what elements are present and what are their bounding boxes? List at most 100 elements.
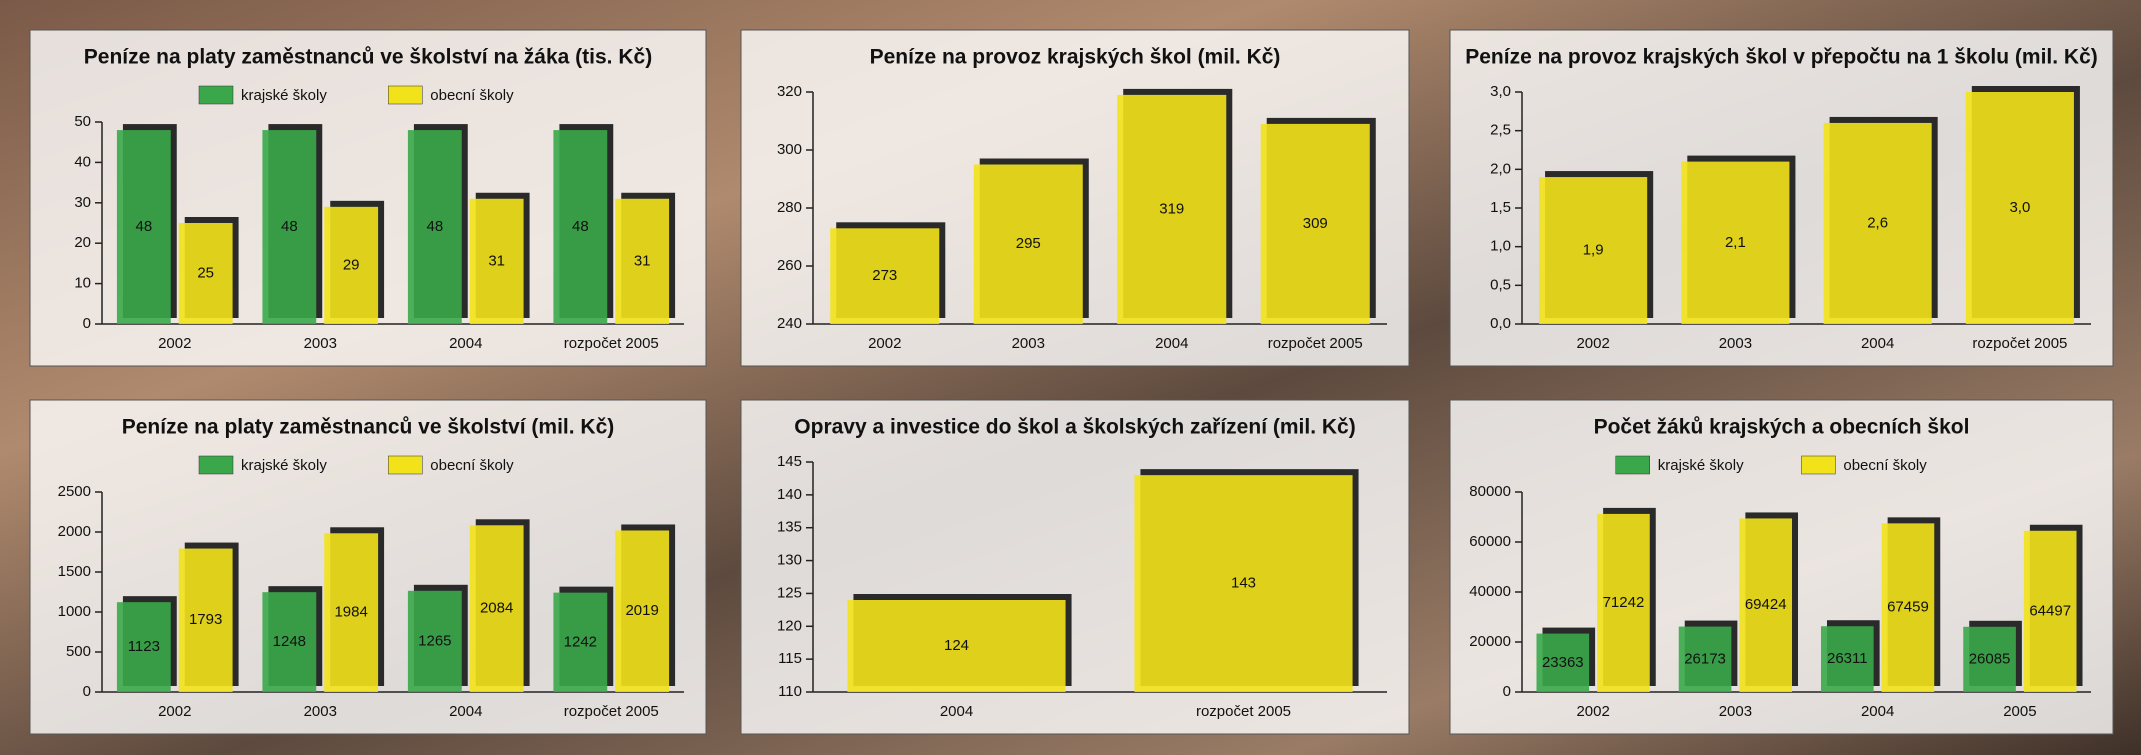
y-tick-label: 125	[777, 584, 802, 601]
data-label: 2019	[625, 602, 658, 619]
x-tick-label: 2004	[1861, 703, 1894, 720]
x-tick-label: 2002	[868, 335, 901, 352]
data-label: 2,6	[1867, 214, 1888, 231]
bar	[1597, 513, 1650, 692]
data-label: 3,0	[2009, 199, 2030, 216]
x-tick-label: 2002	[1576, 703, 1609, 720]
y-tick-label: 10	[74, 275, 91, 292]
y-tick-label: 0	[83, 683, 91, 700]
legend-swatch	[1801, 455, 1836, 475]
data-label: 1123	[128, 638, 160, 655]
bar	[1881, 523, 1935, 692]
data-label: 295	[1016, 235, 1041, 252]
bar	[1681, 161, 1790, 324]
x-tick-label: rozpočet 2005	[564, 703, 659, 720]
bar	[1536, 633, 1590, 692]
y-tick-label: 2,5	[1490, 122, 1511, 139]
bar	[262, 130, 317, 324]
x-tick-label: rozpočet 2005	[1196, 703, 1291, 720]
data-label: 64497	[2029, 602, 2071, 619]
bar	[1823, 122, 1932, 324]
legend-label: obecní školy	[1843, 457, 1927, 474]
legend-swatch	[388, 85, 423, 105]
y-tick-label: 130	[777, 552, 802, 569]
bar	[178, 223, 233, 324]
data-label: 2084	[480, 600, 513, 617]
bar	[1260, 123, 1370, 325]
y-tick-label: 40000	[1469, 583, 1511, 600]
y-tick-label: 110	[778, 683, 802, 700]
bar	[324, 206, 379, 324]
x-tick-label: 2004	[940, 703, 973, 720]
bar	[469, 198, 524, 324]
x-tick-label: 2002	[158, 703, 191, 720]
bar	[178, 548, 233, 692]
chart-title: Peníze na platy zaměstnanců ve školství …	[122, 416, 615, 439]
data-label: 1242	[564, 633, 597, 650]
y-tick-label: 40	[74, 153, 91, 170]
bar	[469, 525, 524, 692]
data-label: 2,1	[1725, 234, 1746, 251]
data-label: 1,9	[1583, 242, 1604, 259]
data-label: 1248	[273, 633, 306, 650]
y-tick-label: 1000	[58, 603, 91, 620]
data-label: 48	[426, 218, 443, 235]
legend-label: krajské školy	[241, 87, 327, 104]
x-tick-label: 2004	[1861, 335, 1894, 352]
y-tick-label: 240	[777, 315, 802, 332]
data-label: 1984	[334, 604, 367, 621]
y-tick-label: 140	[777, 486, 802, 503]
bar	[1820, 626, 1874, 692]
y-tick-label: 135	[777, 519, 802, 536]
x-tick-label: 2002	[158, 335, 191, 352]
x-tick-label: 2003	[304, 703, 337, 720]
y-tick-label: 120	[777, 617, 802, 634]
y-tick-label: 2500	[58, 483, 91, 500]
bar	[407, 590, 462, 692]
data-label: 48	[135, 218, 152, 235]
data-label: 67459	[1887, 599, 1929, 616]
data-label: 124	[944, 637, 969, 654]
data-label: 31	[488, 252, 505, 269]
legend-swatch	[198, 85, 234, 105]
y-tick-label: 80000	[1469, 483, 1511, 500]
bar	[615, 530, 670, 692]
bar	[116, 602, 171, 692]
y-tick-label: 1500	[58, 563, 91, 580]
data-label: 319	[1159, 200, 1184, 217]
data-label: 1265	[418, 632, 451, 649]
y-tick-label: 320	[777, 83, 802, 100]
y-tick-label: 1,5	[1490, 199, 1511, 216]
y-tick-label: 1,0	[1490, 238, 1511, 255]
data-label: 309	[1303, 215, 1328, 232]
x-tick-label: 2004	[449, 703, 482, 720]
data-label: 26173	[1684, 650, 1726, 667]
y-tick-label: 3,0	[1490, 83, 1511, 100]
y-tick-label: 115	[778, 650, 802, 667]
bar	[407, 130, 462, 324]
bar	[1134, 475, 1353, 692]
legend-swatch	[1615, 455, 1650, 475]
bar	[973, 164, 1083, 324]
y-tick-label: 30	[74, 194, 91, 211]
data-label: 48	[281, 218, 298, 235]
chart-title: Peníze na provoz krajských škol v přepoč…	[1465, 46, 2098, 69]
bar	[1117, 94, 1227, 325]
x-tick-label: 2003	[1012, 335, 1045, 352]
x-tick-label: rozpočet 2005	[564, 335, 659, 352]
legend-swatch	[198, 455, 234, 475]
y-tick-label: 145	[777, 453, 802, 470]
bar	[1539, 177, 1648, 324]
data-label: 25	[197, 264, 214, 281]
data-label: 143	[1231, 575, 1256, 592]
bar	[1963, 626, 2016, 692]
chart-title: Peníze na provoz krajských škol (mil. Kč…	[870, 46, 1281, 69]
data-label: 71242	[1603, 594, 1645, 611]
legend-label: obecní školy	[430, 457, 514, 474]
y-tick-label: 0	[83, 315, 91, 332]
y-tick-label: 20	[74, 234, 91, 251]
bar	[847, 600, 1066, 692]
x-tick-label: 2003	[1719, 703, 1752, 720]
x-tick-label: 2003	[1719, 335, 1752, 352]
